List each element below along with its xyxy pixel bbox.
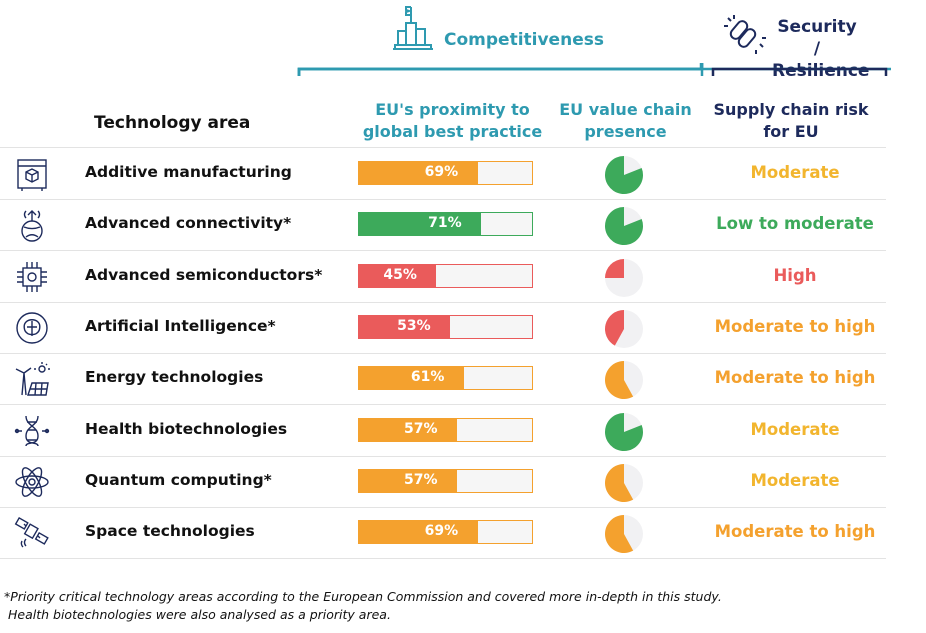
proximity-label: 69% bbox=[424, 523, 459, 540]
table-row: Artificial Intelligence* 53% Moderate to… bbox=[0, 302, 886, 354]
pie-slice bbox=[605, 156, 644, 194]
atom-icon bbox=[15, 466, 49, 497]
3d-printer-icon bbox=[17, 159, 47, 191]
risk-label: Moderate bbox=[750, 470, 840, 490]
technology-name: Health biotechnologies bbox=[85, 419, 288, 438]
proximity-label: 53% bbox=[397, 317, 431, 334]
header-presence: EU value chain presence bbox=[553, 99, 698, 143]
table-row: Energy technologies 61% Moderate to high bbox=[0, 353, 886, 406]
chain-link-icon bbox=[724, 15, 766, 54]
satellite-icon bbox=[14, 517, 49, 548]
proximity-bar-fill bbox=[359, 213, 482, 236]
risk-label: Moderate to high bbox=[714, 522, 876, 542]
pie-slice bbox=[605, 258, 624, 278]
proximity-bar-fill bbox=[359, 367, 464, 390]
header-risk-line2: for EU bbox=[763, 122, 819, 141]
technology-name: Advanced semiconductors* bbox=[85, 265, 323, 284]
antenna-globe-icon bbox=[21, 210, 43, 242]
risk-label: High bbox=[773, 265, 817, 285]
header-proximity-line2: global best practice bbox=[362, 122, 543, 141]
proximity-bar-fill bbox=[359, 264, 437, 287]
risk-label: Moderate bbox=[750, 163, 840, 182]
proximity-label: 61% bbox=[410, 369, 445, 386]
header-presence-line2: presence bbox=[584, 122, 667, 141]
presence-pie bbox=[605, 412, 644, 451]
presence-pie bbox=[605, 156, 644, 194]
proximity-label: 57% bbox=[404, 420, 438, 437]
proximity-label: 71% bbox=[428, 215, 462, 232]
group-competitiveness: Competitiveness bbox=[444, 30, 604, 50]
presence-pie bbox=[605, 207, 644, 246]
technology-name: Quantum computing* bbox=[85, 470, 272, 489]
proximity-bar-fill bbox=[359, 162, 478, 184]
header-divider bbox=[0, 147, 886, 148]
technology-name: Space technologies bbox=[85, 522, 255, 541]
pie-slice bbox=[605, 207, 644, 246]
technology-name: Artificial Intelligence* bbox=[85, 316, 276, 335]
table-row: Advanced connectivity* 71% Low to modera… bbox=[0, 199, 886, 252]
group-security-line1: Security / bbox=[777, 17, 857, 59]
presence-pie bbox=[605, 258, 643, 297]
proximity-label: 57% bbox=[404, 471, 438, 488]
header-proximity: EU's proximity to global best practice bbox=[360, 99, 545, 143]
header-risk-line1: Supply chain risk bbox=[713, 100, 869, 119]
group-security-line2: Resilience bbox=[772, 61, 870, 81]
pie-slice bbox=[604, 463, 634, 502]
podium-flag-icon bbox=[393, 6, 433, 50]
presence-pie bbox=[605, 309, 643, 348]
proximity-bar: 71% bbox=[358, 212, 533, 237]
proximity-bar-fill bbox=[359, 521, 478, 544]
proximity-label: 45% bbox=[383, 266, 417, 283]
proximity-bar: 45% bbox=[358, 263, 533, 288]
risk-label: Moderate bbox=[750, 419, 840, 439]
table-row: Health biotechnologies 57% Moderate bbox=[0, 405, 886, 457]
table-row: Space technologies 69% Moderate to high bbox=[0, 507, 886, 560]
proximity-label: 69% bbox=[424, 164, 459, 180]
technology-name: Additive manufacturing bbox=[85, 163, 292, 181]
proximity-bar: 69% bbox=[358, 161, 533, 185]
table-row: Quantum computing* 57% Moderate bbox=[0, 456, 886, 508]
risk-label: Moderate to high bbox=[714, 316, 876, 336]
proximity-bar: 53% bbox=[358, 314, 533, 339]
proximity-bar-fill bbox=[359, 469, 458, 492]
pie-slice bbox=[604, 361, 634, 400]
proximity-bar-fill bbox=[359, 315, 451, 338]
pie-slice bbox=[604, 515, 634, 554]
pie-slice bbox=[605, 309, 624, 346]
header-proximity-line1: EU's proximity to bbox=[375, 100, 530, 119]
pie-slice bbox=[605, 412, 644, 451]
presence-pie bbox=[604, 515, 643, 554]
proximity-bar: 69% bbox=[358, 520, 533, 545]
dna-icon bbox=[14, 415, 50, 446]
footnote-line1: *Priority critical technology areas acco… bbox=[4, 589, 722, 604]
table-row: Additive manufacturing 69% Moderate bbox=[0, 148, 886, 200]
technology-name: Energy technologies bbox=[85, 368, 264, 387]
risk-label: Moderate to high bbox=[714, 368, 876, 388]
proximity-bar: 61% bbox=[358, 366, 533, 391]
header-risk: Supply chain risk for EU bbox=[706, 99, 876, 143]
footnote-line2: Health biotechnologies were also analyse… bbox=[8, 607, 391, 622]
table-row: Advanced semiconductors* 45% High bbox=[0, 251, 886, 303]
group-security: Security / Resilience bbox=[772, 16, 869, 82]
bracket-lines bbox=[297, 63, 888, 76]
risk-label: Low to moderate bbox=[716, 214, 874, 234]
header-presence-line1: EU value chain bbox=[559, 100, 692, 119]
wind-solar-icon bbox=[15, 362, 50, 396]
proximity-bar: 57% bbox=[358, 417, 533, 442]
technology-name: Advanced connectivity* bbox=[85, 214, 292, 233]
proximity-bar-fill bbox=[359, 418, 458, 441]
brain-icon bbox=[16, 312, 48, 344]
presence-pie bbox=[604, 463, 643, 502]
chip-icon bbox=[17, 261, 47, 292]
presence-pie bbox=[604, 361, 643, 400]
header-technology: Technology area bbox=[94, 113, 251, 133]
proximity-bar: 57% bbox=[358, 468, 533, 493]
